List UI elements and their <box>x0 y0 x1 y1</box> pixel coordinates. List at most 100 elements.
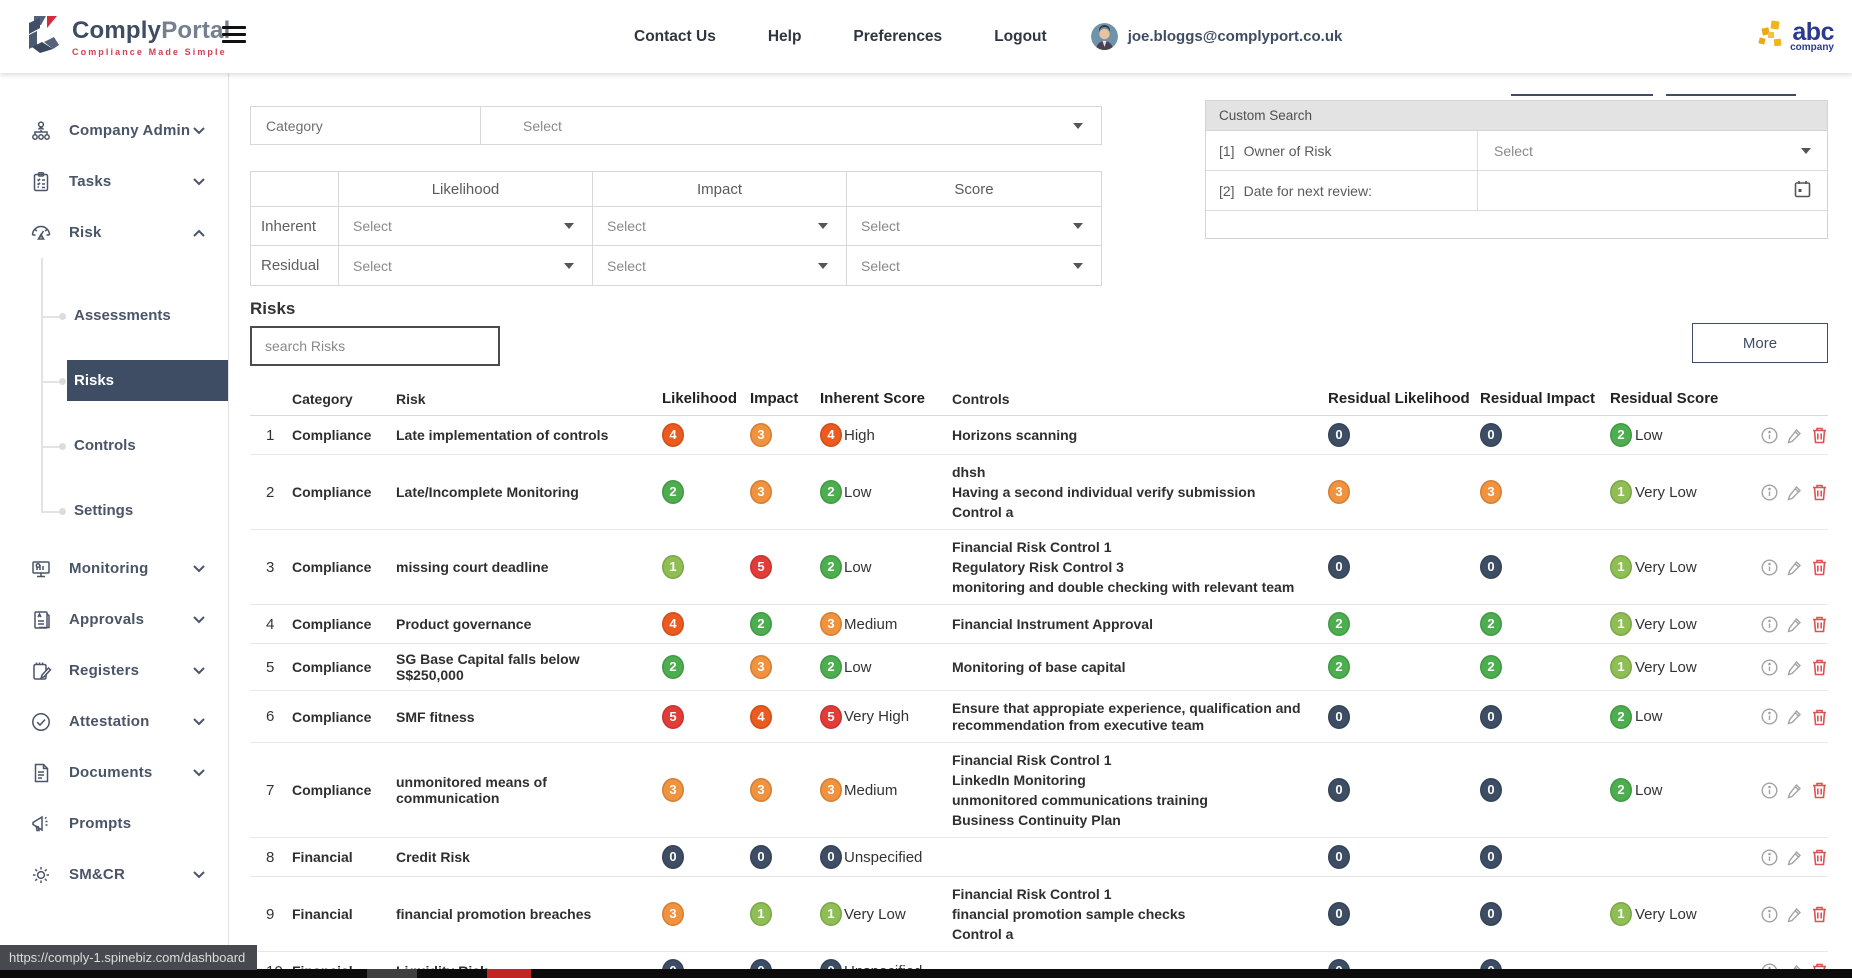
delete-trash-icon[interactable] <box>1811 708 1828 726</box>
more-button[interactable]: More <box>1692 323 1828 363</box>
risk-name: Credit Risk <box>396 849 470 865</box>
account-menu[interactable]: joe.bloggs@complyport.co.uk <box>1090 23 1343 50</box>
residual-impact-select[interactable]: Select <box>593 246 847 285</box>
nav-contact-us[interactable]: Contact Us <box>634 27 716 45</box>
sidebar-item-smcr[interactable]: SM&CR <box>0 849 228 900</box>
page-title: Risks <box>250 299 296 318</box>
risk-submenu: Assessments Risks Controls Settings <box>0 258 228 543</box>
sidebar-item-registers[interactable]: Registers <box>0 645 228 696</box>
sidebar-nav: Company Admin Tasks Risk Assessments Ris… <box>0 73 229 978</box>
delete-trash-icon[interactable] <box>1811 848 1828 866</box>
controls-list: Ensure that appropiate experience, quali… <box>952 699 1301 733</box>
matrix-col-likelihood: Likelihood <box>339 172 593 206</box>
residual-score-label: Very Low <box>1635 615 1697 633</box>
delete-trash-icon[interactable] <box>1811 426 1828 444</box>
info-icon[interactable] <box>1761 615 1778 633</box>
delete-trash-icon[interactable] <box>1811 483 1828 501</box>
nav-preferences[interactable]: Preferences <box>853 27 943 45</box>
delete-trash-icon[interactable] <box>1811 658 1828 676</box>
residual-score-label: Very Low <box>1635 905 1697 923</box>
sidebar-item-approvals[interactable]: Approvals <box>0 594 228 645</box>
category-filter-select[interactable]: Select <box>481 107 1101 144</box>
search-risks-input[interactable] <box>250 326 500 366</box>
category-filter-label: Category <box>251 107 481 144</box>
likelihood-badge: 2 <box>662 480 684 504</box>
inherent-score-label: Low <box>844 558 872 576</box>
info-icon[interactable] <box>1761 658 1778 676</box>
residual-likelihood-select[interactable]: Select <box>339 246 593 285</box>
calendar-icon[interactable] <box>1794 180 1811 201</box>
hamburger-menu-icon[interactable] <box>222 26 246 47</box>
row-number: 6 <box>266 708 275 725</box>
residual-impact-badge: 2 <box>1480 612 1502 636</box>
sidebar-item-attestation[interactable]: Attestation <box>0 696 228 747</box>
edit-pencil-icon[interactable] <box>1786 659 1803 676</box>
info-icon[interactable] <box>1761 708 1778 725</box>
app-header: ComplyPortal Compliance Made Simple Cont… <box>0 0 1852 73</box>
row-number: 3 <box>266 558 275 576</box>
edit-pencil-icon[interactable] <box>1786 782 1803 799</box>
edit-pencil-icon[interactable] <box>1786 616 1803 633</box>
residual-score-select[interactable]: Select <box>847 246 1101 285</box>
info-icon[interactable] <box>1761 426 1778 444</box>
risk-category: Compliance <box>292 616 372 632</box>
complyportal-logo[interactable]: ComplyPortal Compliance Made Simple <box>26 13 230 60</box>
info-icon[interactable] <box>1761 905 1778 923</box>
user-email[interactable]: joe.bloggs@complyport.co.uk <box>1127 28 1343 45</box>
sidebar-item-risk[interactable]: Risk <box>0 207 228 258</box>
likelihood-badge: 3 <box>662 902 684 926</box>
sidebar-item-settings[interactable]: Settings <box>0 478 228 543</box>
complyportal-logo-icon <box>26 13 64 60</box>
info-icon[interactable] <box>1761 558 1778 576</box>
client-company-logo: abc company <box>1758 19 1834 54</box>
risk-name: unmonitored means of communication <box>396 774 547 806</box>
info-icon[interactable] <box>1761 483 1778 501</box>
risk-gauge-icon <box>30 222 52 244</box>
matrix-col-score: Score <box>954 180 994 198</box>
info-icon[interactable] <box>1761 848 1778 866</box>
col-controls: Controls <box>952 390 1010 407</box>
risk-category: Compliance <box>292 659 372 675</box>
inherent-score-select[interactable]: Select <box>847 207 1101 245</box>
inherent-impact-select[interactable]: Select <box>593 207 847 245</box>
col-likelihood: Likelihood <box>662 390 737 407</box>
edit-pencil-icon[interactable] <box>1786 849 1803 866</box>
risks-table: Category Risk Likelihood Impact Inherent… <box>250 382 1828 978</box>
edit-pencil-icon[interactable] <box>1786 708 1803 725</box>
row-number: 4 <box>266 615 275 633</box>
score-filter-matrix: Likelihood Impact Score Inherent Select … <box>250 171 1102 286</box>
likelihood-badge: 2 <box>662 655 684 679</box>
sidebar-item-company-admin[interactable]: Company Admin <box>0 105 228 156</box>
risk-name: Late implementation of controls <box>396 427 609 443</box>
inherent-score-label: Very High <box>844 708 910 725</box>
nav-logout[interactable]: Logout <box>994 27 1047 45</box>
table-row: 7 Compliance unmonitored means of commun… <box>250 743 1828 838</box>
sidebar-item-prompts[interactable]: Prompts <box>0 798 228 849</box>
next-review-date-field[interactable] <box>1478 171 1827 210</box>
edit-pencil-icon[interactable] <box>1786 484 1803 501</box>
matrix-row-inherent-label: Inherent <box>251 207 339 245</box>
next-review-date-label: [2] Date for next review: <box>1206 171 1478 210</box>
sidebar-item-assessments[interactable]: Assessments <box>0 283 228 348</box>
matrix-row-residual-label: Residual <box>251 246 339 285</box>
inherent-likelihood-select[interactable]: Select <box>339 207 593 245</box>
sidebar-item-tasks[interactable]: Tasks <box>0 156 228 207</box>
sidebar-item-documents[interactable]: Documents <box>0 747 228 798</box>
owner-of-risk-select[interactable]: Select <box>1478 131 1827 170</box>
delete-trash-icon[interactable] <box>1811 905 1828 923</box>
edit-pencil-icon[interactable] <box>1786 427 1803 444</box>
category-filter: Category Select <box>250 106 1102 145</box>
residual-score-label: Low <box>1635 426 1663 444</box>
edit-pencil-icon[interactable] <box>1786 559 1803 576</box>
col-inherent-score: Inherent Score <box>820 390 926 407</box>
sidebar-item-risks[interactable]: Risks <box>0 348 228 413</box>
sidebar-item-monitoring[interactable]: Monitoring <box>0 543 228 594</box>
table-row: 2 Compliance Late/Incomplete Monitoring … <box>250 455 1828 530</box>
delete-trash-icon[interactable] <box>1811 615 1828 633</box>
edit-pencil-icon[interactable] <box>1786 906 1803 923</box>
sidebar-item-controls[interactable]: Controls <box>0 413 228 478</box>
nav-help[interactable]: Help <box>767 27 802 45</box>
delete-trash-icon[interactable] <box>1811 781 1828 799</box>
info-icon[interactable] <box>1761 781 1778 799</box>
delete-trash-icon[interactable] <box>1811 558 1828 576</box>
